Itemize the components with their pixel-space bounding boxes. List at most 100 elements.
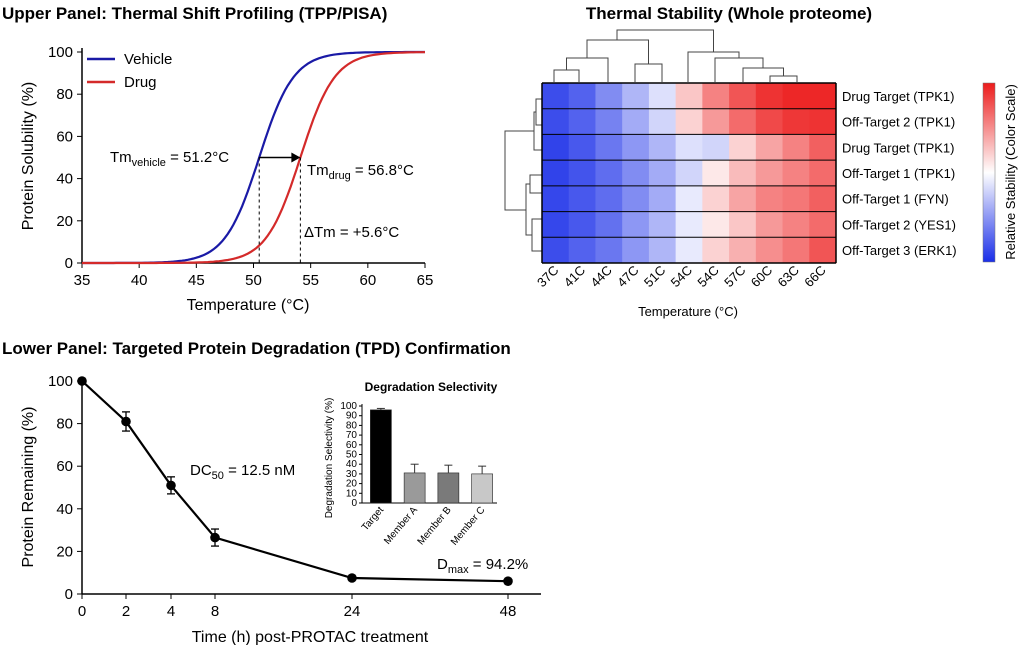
heatmap-cell [622, 185, 650, 213]
tpd-y-tick-label: 0 [65, 586, 73, 603]
heatmap-column-label: 66C [801, 263, 828, 290]
heatmap-cell [542, 185, 570, 213]
tpp-y-tick-label: 40 [56, 171, 73, 188]
delta-tm-annotation: ΔTm = +5.6°C [304, 224, 399, 241]
heatmap-row-label: Drug Target (TPK1) [842, 89, 954, 104]
heatmap-cell [755, 211, 784, 238]
heatmap-cell [755, 185, 784, 213]
heatmap-row-label: Off-Target 2 (YES1) [842, 217, 956, 232]
heatmap-column-label: 47C [614, 263, 641, 290]
heatmap-cell [622, 160, 650, 187]
heatmap-cells [541, 82, 837, 264]
heatmap-cell [702, 108, 730, 135]
row-dendrogram [504, 98, 542, 252]
heatmap-cell [782, 83, 810, 110]
tm-vehicle-annotation: Tmvehicle = 51.2°C [110, 149, 229, 169]
heatmap-column-label: 60C [748, 263, 775, 290]
heatmap-cell [648, 237, 677, 264]
heatmap-cell [782, 134, 810, 161]
heatmap-cell [675, 108, 703, 135]
heatmap-cell [782, 185, 810, 213]
upper-panel-title: Upper Panel: Thermal Shift Profiling (TP… [2, 4, 387, 23]
heatmap-cell [622, 134, 650, 161]
heatmap-cell [568, 185, 596, 213]
tpp-x-tick-label: 45 [188, 272, 205, 289]
column-dendrogram [553, 29, 798, 82]
heatmap-column-label: 54C [668, 263, 695, 290]
tpd-y-label: Protein Remaining (%) [20, 407, 37, 568]
tpp-x-tick-label: 60 [359, 272, 376, 289]
tpp-axes: 0 20 40 60 80 100 35 40 45 50 55 60 65 [48, 44, 433, 289]
inset-bar [437, 472, 460, 504]
heatmap-x-label: Temperature (°C) [638, 304, 738, 319]
tpd-y-tick-label: 80 [56, 416, 73, 433]
heatmap-cell [729, 134, 757, 161]
inset-category-label: Member C [449, 505, 487, 548]
heatmap-cell [648, 83, 677, 110]
heatmap: Drug Target (TPK1) Off-Target 2 (TPK1) Dru… [504, 29, 1018, 319]
heatmap-cell [622, 237, 650, 264]
inset-bar [403, 472, 426, 504]
heatmap-row-label: Off-Target 2 (TPK1) [842, 115, 955, 130]
heatmap-cell [729, 83, 757, 110]
heatmap-cell [568, 134, 596, 161]
heatmap-cell [809, 108, 837, 135]
dmax-annotation: Dmax = 94.2% [437, 556, 528, 576]
heatmap-cell [622, 108, 650, 135]
heatmap-cell [729, 108, 757, 135]
heatmap-cell [729, 237, 757, 264]
heatmap-column-label: 63C [775, 263, 802, 290]
shift-arrow-head [291, 152, 301, 163]
heatmap-cell [702, 83, 730, 110]
tpd-point [347, 573, 357, 583]
inset-y-tick-label: 80 [346, 420, 358, 431]
tpp-x-tick-label: 50 [245, 272, 262, 289]
tpp-curve-drug [82, 51, 426, 265]
inset-category-label: Member A [382, 505, 420, 547]
lower-panel-title: Lower Panel: Targeted Protein Degradatio… [2, 339, 511, 358]
heatmap-column-label: 54C [694, 263, 721, 290]
legend-drug-label: Drug [124, 74, 157, 91]
heatmap-cell [809, 134, 837, 161]
tm-drug-annotation: Tmdrug = 56.8°C [307, 162, 414, 182]
heatmap-cell [648, 134, 677, 161]
heatmap-cell [702, 237, 730, 264]
heatmap-cell [702, 185, 730, 213]
heatmap-cell [622, 83, 650, 110]
heatmap-cell [675, 237, 703, 264]
heatmap-cell [542, 108, 570, 135]
tpd-x-tick-label: 48 [500, 603, 517, 620]
heatmap-row-label: Off-Target 1 (TPK1) [842, 166, 955, 181]
inset-y-tick-label: 100 [340, 401, 357, 412]
inset-category-label: Target [360, 505, 386, 534]
legend-vehicle-label: Vehicle [124, 51, 172, 68]
heatmap-cell [729, 160, 757, 187]
heatmap-cell [542, 83, 570, 110]
tpd-x-tick-label: 24 [344, 603, 361, 620]
heatmap-cell [729, 211, 757, 238]
heatmap-cell [675, 83, 703, 110]
heatmap-cell [675, 185, 703, 213]
tpd-x-label: Time (h) post-PROTAC treatment [192, 629, 429, 645]
selectivity-inset: Degradation Selectivity Degradation Sele… [324, 380, 498, 548]
tpp-x-tick-label: 55 [302, 272, 319, 289]
tpp-y-tick-label: 100 [48, 44, 73, 61]
tpd-x-tick-label: 0 [78, 603, 86, 620]
heatmap-cell [542, 211, 570, 238]
heatmap-cell [809, 211, 837, 238]
tpp-y-tick-label: 0 [65, 255, 73, 272]
tpp-y-tick-label: 60 [56, 128, 73, 145]
heatmap-row-label: Off-Target 1 (FYN) [842, 192, 949, 207]
heatmap-cell [755, 108, 784, 135]
heatmap-cell [755, 134, 784, 161]
heatmap-cell [568, 83, 596, 110]
heatmap-cell [648, 160, 677, 187]
inset-y-tick-label: 60 [346, 440, 358, 451]
heatmap-cell [622, 211, 650, 238]
heatmap-cell [595, 211, 623, 238]
inset-y-tick-label: 20 [346, 479, 358, 490]
